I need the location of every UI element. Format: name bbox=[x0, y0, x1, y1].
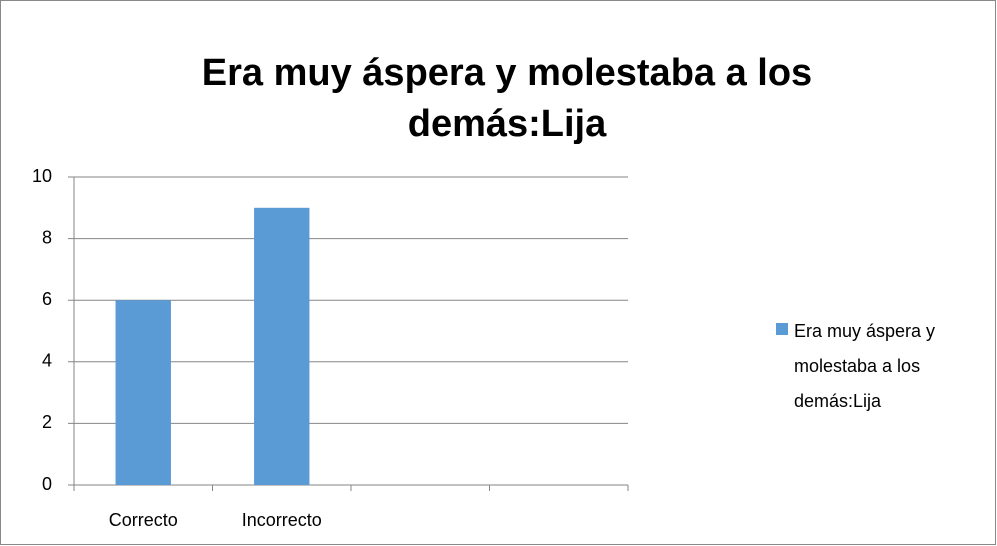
legend-swatch bbox=[776, 323, 788, 335]
y-tick-label: 0 bbox=[42, 474, 52, 494]
y-tick-label: 2 bbox=[42, 412, 52, 432]
y-tick-label: 4 bbox=[42, 351, 52, 371]
bar bbox=[254, 207, 310, 486]
x-tick-label: Correcto bbox=[109, 510, 178, 530]
y-tick-label: 6 bbox=[42, 289, 52, 309]
y-tick-label: 8 bbox=[42, 227, 52, 247]
x-tick-label: Incorrecto bbox=[242, 510, 322, 530]
bar bbox=[115, 300, 171, 485]
y-tick-label: 10 bbox=[32, 166, 52, 186]
chart-title: Era muy áspera y molestaba a los demás:L… bbox=[201, 52, 813, 145]
legend-label: Era muy áspera y molestaba a los demás:L… bbox=[794, 321, 936, 411]
